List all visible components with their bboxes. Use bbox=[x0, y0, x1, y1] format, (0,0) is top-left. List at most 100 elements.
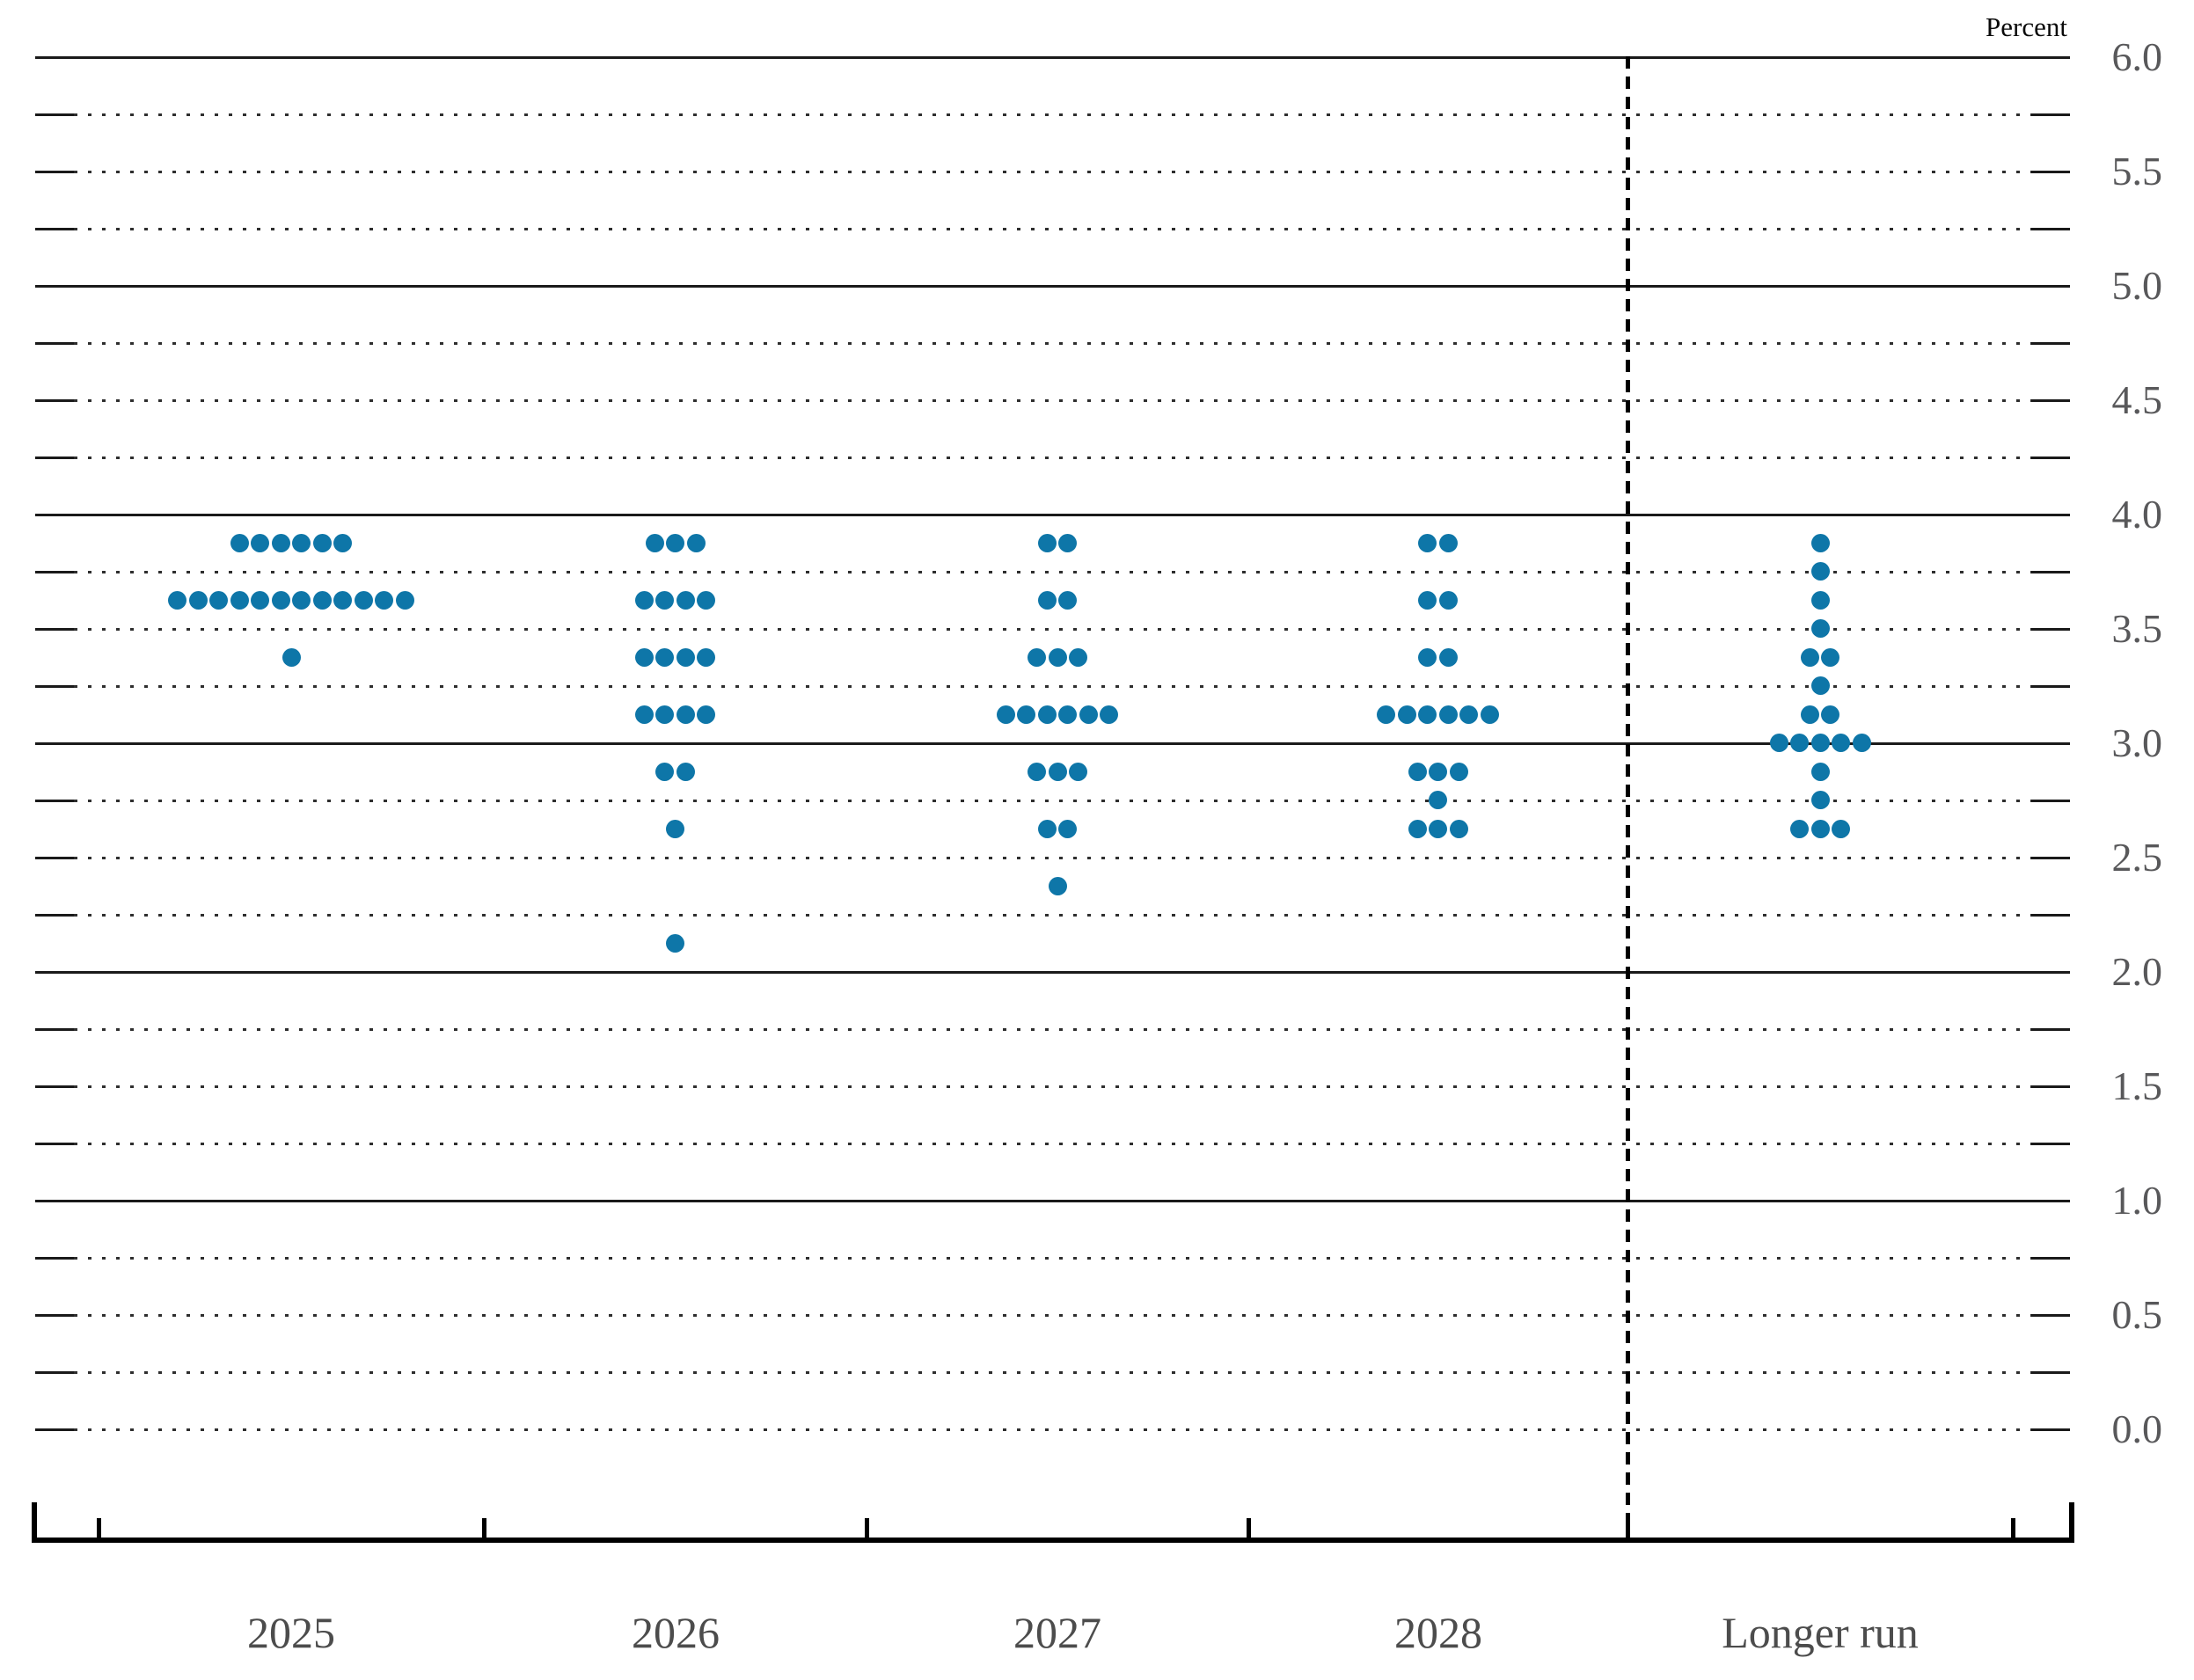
projection-dot bbox=[209, 591, 228, 610]
projection-dot bbox=[1790, 734, 1809, 752]
projection-dot bbox=[375, 591, 393, 610]
gridline-right-tick bbox=[2031, 113, 2070, 116]
gridline-left-tick bbox=[35, 914, 74, 917]
gridline-right-tick bbox=[2031, 628, 2070, 631]
projection-dot bbox=[1058, 820, 1077, 838]
y-tick-label-2.0: 2.0 bbox=[2111, 949, 2163, 994]
projection-dot bbox=[292, 534, 311, 552]
projection-dot bbox=[1459, 705, 1478, 724]
projection-dot bbox=[1811, 734, 1830, 752]
gridline-solid-1.00 bbox=[35, 1200, 2070, 1202]
projection-dot bbox=[333, 591, 352, 610]
projection-dot bbox=[676, 648, 695, 667]
gridline-dotted-4.25 bbox=[74, 457, 2031, 459]
projection-dot bbox=[635, 591, 654, 610]
projection-dot bbox=[635, 648, 654, 667]
gridline-solid-4.00 bbox=[35, 514, 2070, 516]
x-axis-right-endcap bbox=[2069, 1502, 2074, 1543]
projection-dot bbox=[635, 705, 654, 724]
gridline-right-tick bbox=[2031, 914, 2070, 917]
gridline-right-tick bbox=[2031, 399, 2070, 402]
projection-dot bbox=[282, 648, 301, 667]
projection-dot bbox=[1049, 877, 1067, 895]
projection-dot bbox=[666, 934, 684, 953]
projection-dot bbox=[1418, 705, 1437, 724]
gridline-left-tick bbox=[35, 1428, 74, 1431]
projection-dot bbox=[666, 820, 684, 838]
gridline-solid-2.00 bbox=[35, 971, 2070, 974]
y-tick-label-5.0: 5.0 bbox=[2111, 263, 2163, 308]
gridline-right-tick bbox=[2031, 342, 2070, 345]
gridline-dotted-2.50 bbox=[74, 857, 2031, 859]
gridline-dotted-3.50 bbox=[74, 628, 2031, 631]
y-tick-label-4.5: 4.5 bbox=[2111, 377, 2163, 422]
gridline-dotted-4.75 bbox=[74, 342, 2031, 345]
projection-dot bbox=[1832, 820, 1850, 838]
projection-dot bbox=[1429, 791, 1447, 809]
gridline-right-tick bbox=[2031, 1085, 2070, 1088]
gridline-right-tick bbox=[2031, 1028, 2070, 1031]
projection-dot bbox=[1408, 763, 1427, 781]
gridline-dotted-5.25 bbox=[74, 228, 2031, 230]
gridline-dotted-2.75 bbox=[74, 800, 2031, 802]
projection-dot bbox=[1853, 734, 1871, 752]
projection-dot bbox=[1821, 705, 1839, 724]
projection-dot bbox=[1801, 648, 1819, 667]
projection-dot bbox=[1038, 591, 1057, 610]
y-tick-label-3.5: 3.5 bbox=[2111, 606, 2163, 651]
x-category-label-longer-run: Longer run bbox=[1722, 1608, 1919, 1657]
gridline-dotted-0.00 bbox=[74, 1428, 2031, 1431]
gridline-left-tick bbox=[35, 457, 74, 459]
gridline-dotted-4.50 bbox=[74, 399, 2031, 402]
projection-dot bbox=[189, 591, 208, 610]
gridline-right-tick bbox=[2031, 228, 2070, 230]
gridline-left-tick bbox=[35, 1257, 74, 1260]
gridline-left-tick bbox=[35, 1143, 74, 1145]
gridline-left-tick bbox=[35, 628, 74, 631]
x-axis-line bbox=[32, 1538, 2074, 1543]
projection-dot bbox=[251, 591, 269, 610]
projection-dot bbox=[292, 591, 311, 610]
y-tick-label-1.0: 1.0 bbox=[2111, 1178, 2163, 1223]
gridline-right-tick bbox=[2031, 685, 2070, 688]
projection-dot bbox=[1398, 705, 1416, 724]
x-category-label-2025: 2025 bbox=[247, 1608, 335, 1657]
gridline-left-tick bbox=[35, 571, 74, 573]
gridline-right-tick bbox=[2031, 457, 2070, 459]
gridline-right-tick bbox=[2031, 171, 2070, 173]
gridline-left-tick bbox=[35, 1028, 74, 1031]
projection-dot bbox=[697, 705, 715, 724]
projection-dot bbox=[646, 534, 664, 552]
projection-dot bbox=[272, 534, 290, 552]
gridline-dotted-2.25 bbox=[74, 914, 2031, 917]
projection-dot bbox=[1058, 705, 1077, 724]
projection-dot bbox=[676, 591, 695, 610]
gridline-left-tick bbox=[35, 1371, 74, 1374]
y-tick-label-6.0: 6.0 bbox=[2111, 34, 2163, 79]
gridline-right-tick bbox=[2031, 571, 2070, 573]
y-axis-unit-label: Percent bbox=[1986, 11, 2067, 42]
y-tick-label-1.5: 1.5 bbox=[2111, 1063, 2163, 1108]
gridline-dotted-0.50 bbox=[74, 1314, 2031, 1317]
projection-dot bbox=[1429, 763, 1447, 781]
x-axis-boundary-tick bbox=[2011, 1518, 2015, 1543]
projection-dot bbox=[1058, 591, 1077, 610]
projection-dot bbox=[1801, 705, 1819, 724]
projection-dot bbox=[1069, 763, 1087, 781]
projection-dot bbox=[1439, 705, 1458, 724]
projection-dot bbox=[676, 763, 695, 781]
projection-dot bbox=[1100, 705, 1118, 724]
projection-dot bbox=[1450, 763, 1468, 781]
projection-dot bbox=[666, 534, 684, 552]
projection-dot bbox=[1439, 534, 1458, 552]
gridline-solid-6.00 bbox=[35, 56, 2070, 59]
projection-dot bbox=[1811, 820, 1830, 838]
gridline-right-tick bbox=[2031, 1314, 2070, 1317]
projection-dot bbox=[1811, 534, 1830, 552]
gridline-left-tick bbox=[35, 171, 74, 173]
projection-dot bbox=[1811, 562, 1830, 581]
projection-dot bbox=[687, 534, 706, 552]
x-axis-boundary-tick bbox=[865, 1518, 869, 1543]
gridline-solid-3.00 bbox=[35, 742, 2070, 745]
